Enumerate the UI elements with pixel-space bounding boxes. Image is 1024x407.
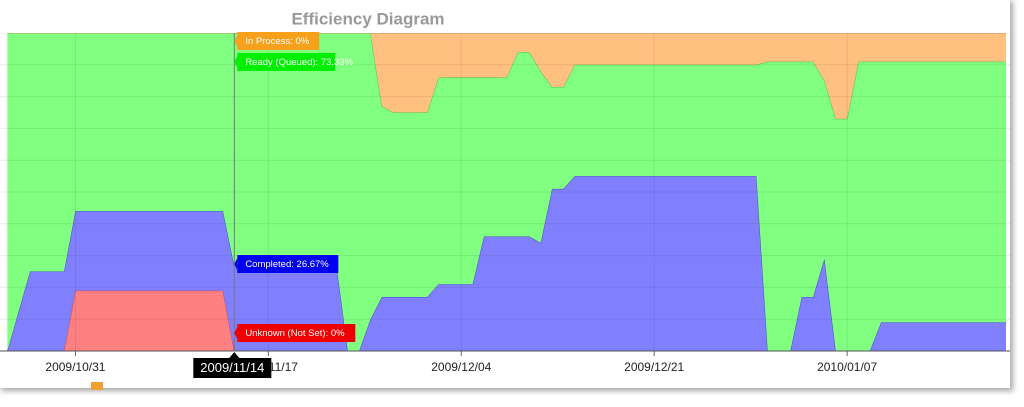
tooltip-label: Ready (Queued): 73.33%	[245, 57, 353, 68]
x-tick-label: 2010/01/07	[817, 360, 877, 374]
tooltip-pointer	[234, 258, 238, 270]
x-tick-label: 2009/10/31	[45, 360, 105, 374]
stacked-area	[7, 33, 1006, 351]
stacked-area	[7, 290, 1006, 351]
tooltip-pointer	[234, 327, 238, 339]
legend-checkbox[interactable]	[91, 382, 103, 390]
tooltip-box	[237, 32, 320, 50]
tooltip-layer: In Process: 0% Ready (Queued): 73.33% Comp…	[193, 32, 356, 378]
tooltip-box	[237, 324, 356, 342]
plot-area	[0, 33, 1010, 351]
tooltip-pointer	[234, 35, 238, 47]
date-label: 2009/11/14	[200, 360, 264, 375]
tooltip-label: In Process: 0%	[245, 36, 309, 47]
date-box	[193, 358, 272, 378]
x-tick-label: 2009/12/04	[431, 360, 491, 374]
stacked-area	[7, 176, 1006, 351]
x-tick-label: 2009/12/21	[624, 360, 684, 374]
tooltip-box	[237, 53, 336, 71]
chart-title: Efficiency Diagram	[291, 9, 444, 28]
tooltip-label: Unknown (Not Set): 0%	[245, 328, 345, 339]
tooltip-box	[237, 255, 339, 273]
tooltip-pointer	[234, 56, 238, 68]
tooltip-label: Completed: 26.67%	[245, 259, 329, 270]
stacked-area	[7, 33, 1006, 119]
date-pointer	[229, 352, 240, 358]
